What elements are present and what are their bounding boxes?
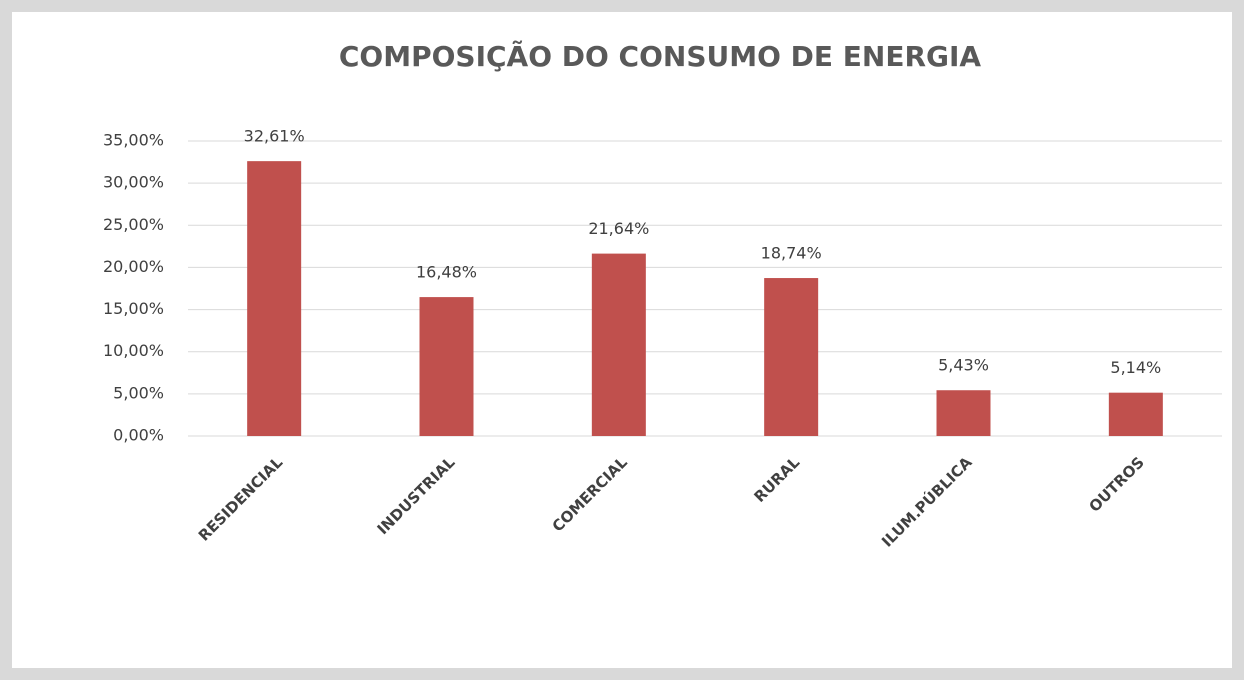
data-label: 21,64%	[588, 219, 649, 238]
bar	[936, 390, 991, 436]
data-label: 16,48%	[416, 263, 477, 282]
bar	[1108, 392, 1163, 436]
y-tick-label: 20,00%	[103, 257, 164, 276]
bar	[247, 161, 302, 436]
y-tick-label: 10,00%	[103, 341, 164, 360]
y-tick-label: 30,00%	[103, 173, 164, 192]
y-tick-label: 15,00%	[103, 299, 164, 318]
y-tick-label: 25,00%	[103, 215, 164, 234]
bar	[764, 278, 819, 436]
data-label: 18,74%	[761, 244, 822, 263]
y-tick-label: 35,00%	[103, 131, 164, 150]
data-label: 5,14%	[1110, 358, 1161, 377]
data-label: 5,43%	[938, 356, 989, 375]
bar	[419, 297, 474, 436]
bar	[591, 253, 646, 436]
data-label: 32,61%	[244, 127, 305, 146]
y-tick-label: 0,00%	[113, 426, 164, 445]
chart-title: COMPOSIÇÃO DO CONSUMO DE ENERGIA	[339, 39, 982, 73]
y-tick-label: 5,00%	[113, 383, 164, 402]
